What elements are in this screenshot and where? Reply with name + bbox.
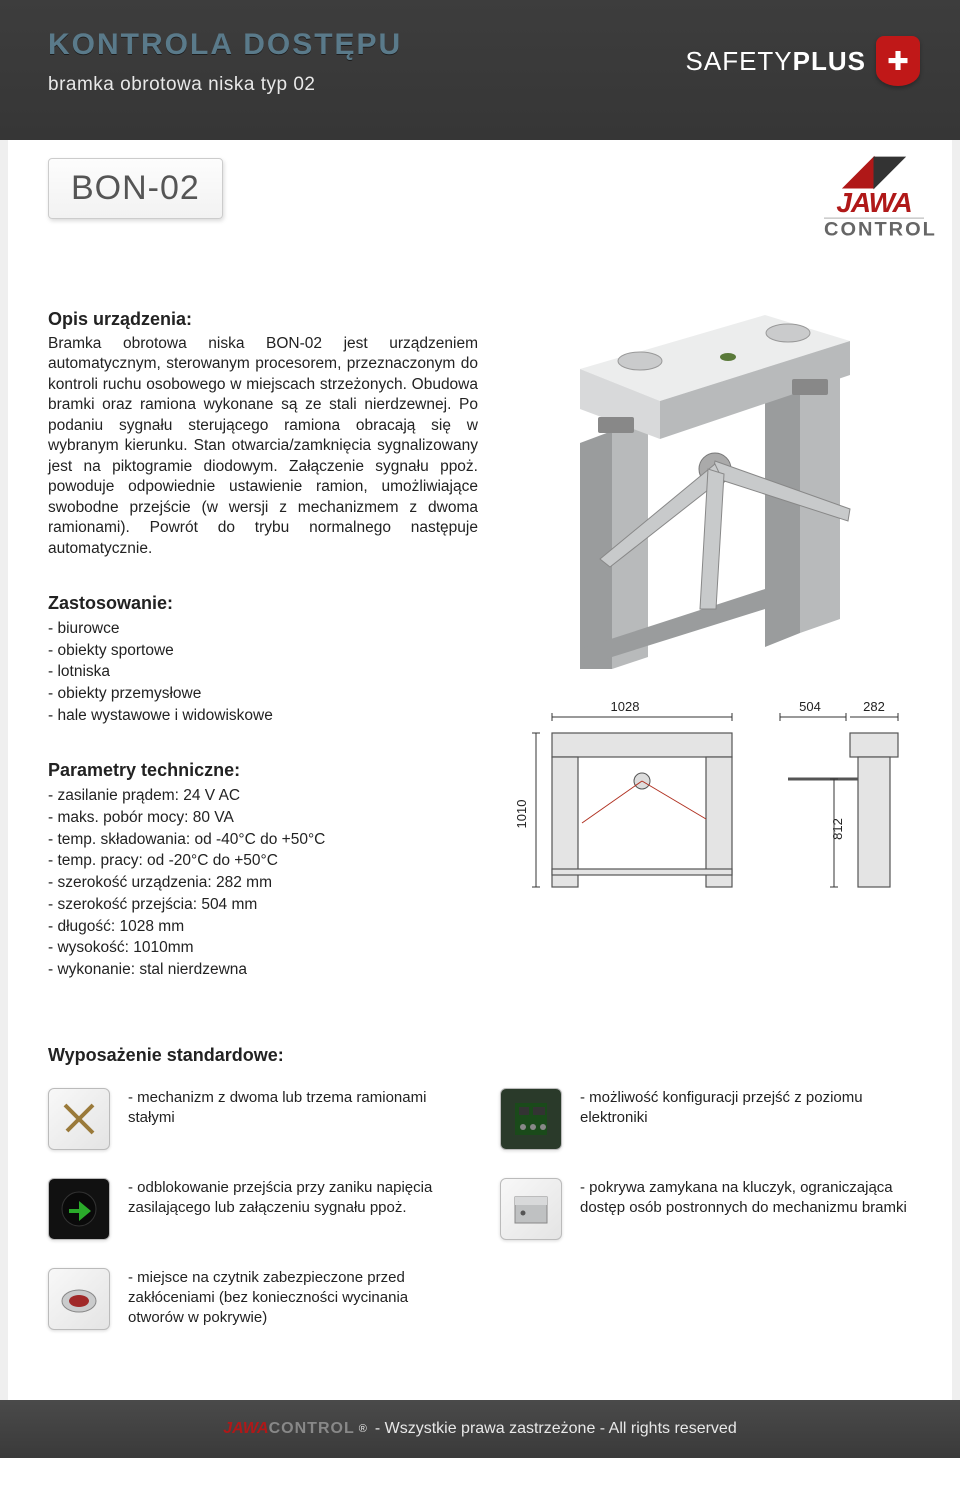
content: BON-02 ◢◤ JAWA CONTROL Opis urządzenia: … bbox=[8, 140, 952, 1400]
tech-params-list: zasilanie prądem: 24 V AC maks. pobór mo… bbox=[48, 785, 478, 980]
list-item: hale wystawowe i widowiskowe bbox=[48, 705, 478, 727]
arms-icon bbox=[48, 1088, 110, 1150]
list-item: obiekty sportowe bbox=[48, 640, 478, 662]
drawing-side-view: 504 282 812 bbox=[770, 699, 910, 909]
shield-plus-icon: ✚ bbox=[876, 36, 920, 86]
lock-cover-icon bbox=[500, 1178, 562, 1240]
jawa-control-logo: ◢◤ JAWA CONTROL bbox=[824, 154, 924, 242]
equipment-text: - mechanizm z dwoma lub trzema ramionami… bbox=[128, 1088, 460, 1129]
pcb-icon bbox=[500, 1088, 562, 1150]
equipment-grid: - mechanizm z dwoma lub trzema ramionami… bbox=[48, 1088, 912, 1330]
header-left: KONTROLA DOSTĘPU bramka obrotowa niska t… bbox=[48, 28, 686, 96]
list-item: szerokość przejścia: 504 mm bbox=[48, 894, 478, 916]
content-wrap: BON-02 ◢◤ JAWA CONTROL Opis urządzenia: … bbox=[0, 140, 960, 1400]
equipment-text: - odblokowanie przejścia przy zaniku nap… bbox=[128, 1178, 460, 1219]
jawa-swirl-icon: ◢◤ bbox=[824, 154, 924, 186]
list-item: temp. pracy: od -20°C do +50°C bbox=[48, 850, 478, 872]
registered-icon: ® bbox=[359, 1423, 367, 1435]
footer-brand2: CONTROL bbox=[269, 1420, 355, 1438]
main-columns: Opis urządzenia: Bramka obrotowa niska B… bbox=[48, 309, 912, 1015]
applications-heading: Zastosowanie: bbox=[48, 593, 478, 614]
drawing-front-view: 1028 1 bbox=[510, 699, 750, 909]
dim-depth: 282 bbox=[863, 699, 885, 714]
equipment-heading: Wyposażenie standardowe: bbox=[48, 1045, 912, 1066]
equipment-section: Wyposażenie standardowe: - mechanizm z d… bbox=[48, 1045, 912, 1330]
dim-arm-height: 812 bbox=[830, 818, 845, 840]
brand-suffix: PLUS bbox=[793, 46, 866, 76]
equipment-text: - miejsce na czytnik zabezpieczone przed… bbox=[128, 1268, 460, 1329]
equipment-item: - możliwość konfiguracji przejść z pozio… bbox=[500, 1088, 912, 1150]
brand-safetyplus: SAFETYPLUS bbox=[686, 46, 866, 77]
equipment-text: - możliwość konfiguracji przejść z pozio… bbox=[580, 1088, 912, 1129]
list-item: biurowce bbox=[48, 618, 478, 640]
technical-drawings: 1028 1 bbox=[510, 699, 910, 909]
left-column: Opis urządzenia: Bramka obrotowa niska B… bbox=[48, 309, 478, 1015]
brand-prefix: SAFETY bbox=[686, 46, 793, 76]
list-item: zasilanie prądem: 24 V AC bbox=[48, 785, 478, 807]
equipment-item: - mechanizm z dwoma lub trzema ramionami… bbox=[48, 1088, 460, 1150]
reader-icon bbox=[48, 1268, 110, 1330]
footer-brand1: JAWA bbox=[223, 1420, 268, 1438]
description-section: Opis urządzenia: Bramka obrotowa niska B… bbox=[48, 309, 478, 559]
jawa-name: JAWA bbox=[824, 190, 924, 215]
equipment-text: - pokrywa zamykana na kluczyk, ogranicza… bbox=[580, 1178, 912, 1219]
footer: JAWACONTROL ® - Wszystkie prawa zastrzeżo… bbox=[0, 1400, 960, 1458]
list-item: wysokość: 1010mm bbox=[48, 937, 478, 959]
footer-text: - Wszystkie prawa zastrzeżone - All righ… bbox=[375, 1420, 737, 1438]
description-body: Bramka obrotowa niska BON-02 jest urządz… bbox=[48, 334, 478, 559]
header: KONTROLA DOSTĘPU bramka obrotowa niska t… bbox=[0, 0, 960, 140]
equipment-item: - miejsce na czytnik zabezpieczone przed… bbox=[48, 1268, 460, 1330]
equipment-item: - pokrywa zamykana na kluczyk, ogranicza… bbox=[500, 1178, 912, 1240]
header-title: KONTROLA DOSTĘPU bbox=[48, 28, 686, 62]
list-item: długość: 1028 mm bbox=[48, 916, 478, 938]
applications-list: biurowce obiekty sportowe lotniska obiek… bbox=[48, 618, 478, 726]
description-heading: Opis urządzenia: bbox=[48, 309, 478, 330]
list-item: wykonanie: stal nierdzewna bbox=[48, 959, 478, 981]
turnstile-3d-render bbox=[540, 309, 880, 669]
product-code-tag: BON-02 bbox=[48, 158, 223, 219]
list-item: maks. pobór mocy: 80 VA bbox=[48, 807, 478, 829]
list-item: temp. składowania: od -40°C do +50°C bbox=[48, 829, 478, 851]
right-column: 1028 1 bbox=[508, 309, 912, 1015]
list-item: szerokość urządzenia: 282 mm bbox=[48, 872, 478, 894]
tech-params-heading: Parametry techniczne: bbox=[48, 760, 478, 781]
equipment-item: - odblokowanie przejścia przy zaniku nap… bbox=[48, 1178, 460, 1240]
header-brand: SAFETYPLUS ✚ bbox=[686, 28, 920, 86]
header-subtitle: bramka obrotowa niska typ 02 bbox=[48, 74, 686, 96]
dim-height: 1010 bbox=[514, 800, 529, 829]
applications-section: Zastosowanie: biurowce obiekty sportowe … bbox=[48, 593, 478, 726]
list-item: lotniska bbox=[48, 661, 478, 683]
tech-params-section: Parametry techniczne: zasilanie prądem: … bbox=[48, 760, 478, 980]
indicator-icon bbox=[48, 1178, 110, 1240]
dim-passage: 504 bbox=[799, 699, 821, 714]
list-item: obiekty przemysłowe bbox=[48, 683, 478, 705]
jawa-sub: CONTROL bbox=[824, 218, 924, 242]
dim-width: 1028 bbox=[611, 699, 640, 714]
